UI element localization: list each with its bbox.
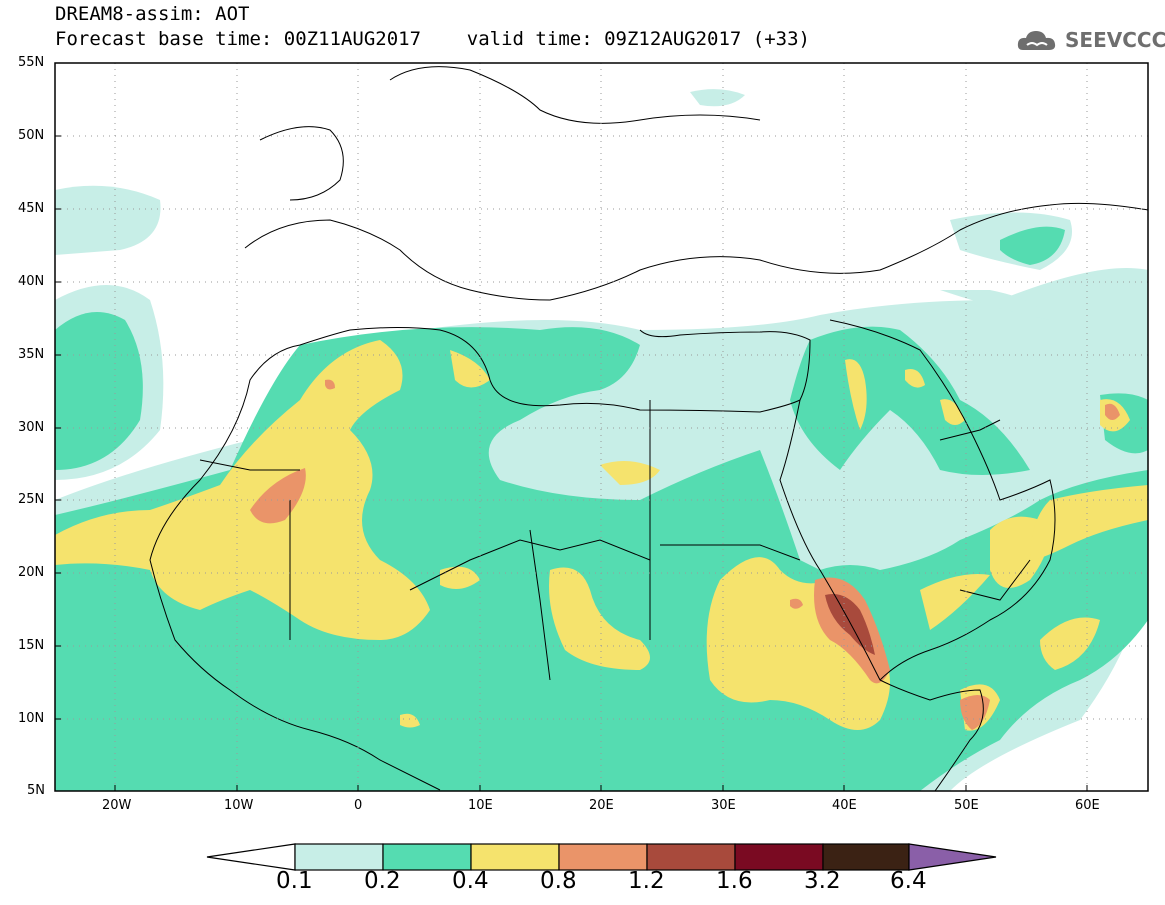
lon-label-30e: 30E <box>711 798 736 813</box>
colorbar-swatch-7 <box>822 843 910 871</box>
lat-label-20n: 20N <box>18 565 45 580</box>
lat-label-50n: 50N <box>18 128 45 143</box>
lat-label-15n: 15N <box>18 638 45 653</box>
colorbar <box>206 843 997 871</box>
colorbar-overflow <box>908 843 997 871</box>
colorbar-swatch-2 <box>382 843 472 871</box>
lat-label-40n: 40N <box>18 274 45 289</box>
lon-label-40e: 40E <box>832 798 857 813</box>
colorbar-swatch-5 <box>646 843 736 871</box>
lon-label-10e: 10E <box>468 798 493 813</box>
lat-label-45n: 45N <box>18 201 45 216</box>
colorbar-swatch-4 <box>558 843 648 871</box>
colorbar-swatch-6 <box>734 843 824 871</box>
lon-label-10w: 10W <box>224 798 254 813</box>
title-line-2: Forecast base time: 00Z11AUG2017 valid t… <box>55 28 810 50</box>
lat-label-5n: 5N <box>27 783 45 798</box>
colorbar-swatch-3 <box>470 843 560 871</box>
lon-label-60e: 60E <box>1075 798 1100 813</box>
aot-band-1-2 <box>825 594 875 655</box>
colorbar-label-1-6: 1.6 <box>716 868 753 894</box>
coastlines <box>149 66 1148 791</box>
aot-field <box>55 63 1148 791</box>
title-line-1: DREAM8-assim: AOT <box>55 3 250 25</box>
lon-label-0: 0 <box>354 798 363 813</box>
colorbar-label-0-8: 0.8 <box>540 868 577 894</box>
logo-text: SEEVCCC <box>1065 28 1165 52</box>
colorbar-label-3-2: 3.2 <box>804 868 841 894</box>
cloud-icon <box>1017 31 1056 50</box>
colorbar-label-0-2: 0.2 <box>364 868 401 894</box>
aot-band-0-4 <box>55 340 1148 731</box>
colorbar-swatch-1 <box>294 843 384 871</box>
lat-label-30n: 30N <box>18 420 45 435</box>
lon-label-20e: 20E <box>589 798 614 813</box>
lon-label-20w: 20W <box>102 798 132 813</box>
lat-label-25n: 25N <box>18 492 45 507</box>
lat-label-10n: 10N <box>18 711 45 726</box>
colorbar-label-0-4: 0.4 <box>452 868 489 894</box>
grid <box>55 63 1148 791</box>
lat-label-55n: 55N <box>18 55 45 70</box>
colorbar-label-1-2: 1.2 <box>628 868 665 894</box>
colorbar-underflow <box>206 843 296 871</box>
lon-label-50e: 50E <box>954 798 979 813</box>
colorbar-label-0-1: 0.1 <box>276 868 313 894</box>
colorbar-label-6-4: 6.4 <box>890 868 927 894</box>
lat-label-35n: 35N <box>18 347 45 362</box>
axis-ticks <box>55 62 1088 791</box>
